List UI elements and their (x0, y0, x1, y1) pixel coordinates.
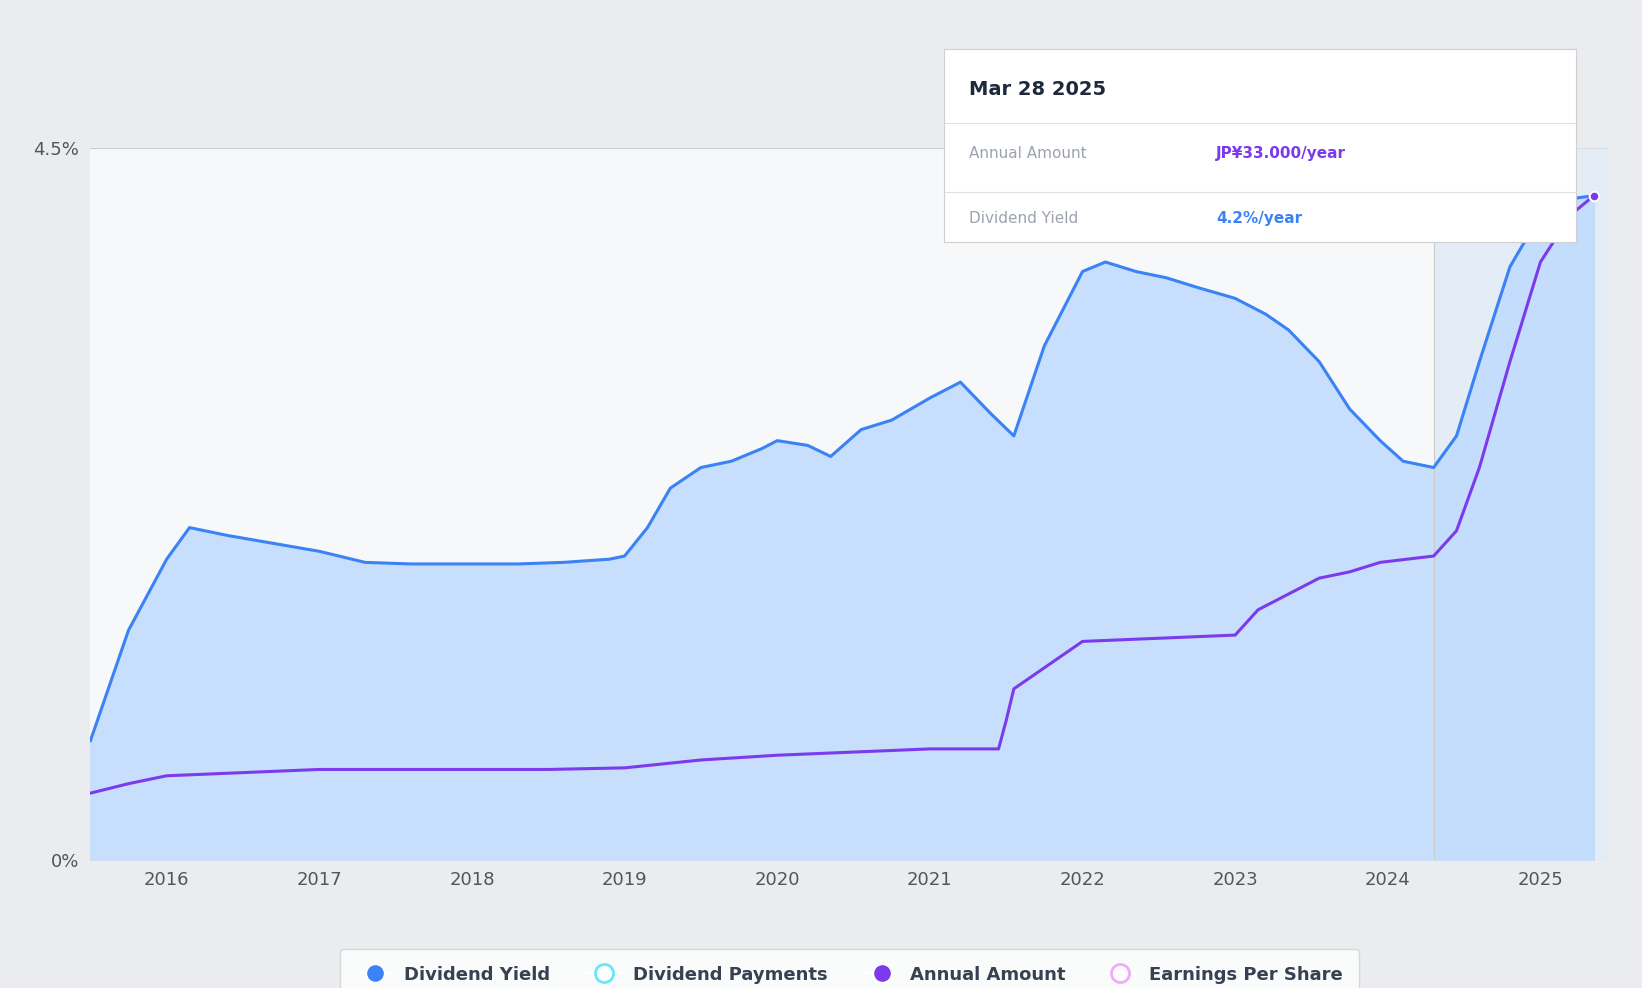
Text: Mar 28 2025: Mar 28 2025 (969, 80, 1107, 99)
FancyBboxPatch shape (1433, 148, 1609, 860)
Text: 4.2%/year: 4.2%/year (1217, 211, 1302, 226)
Text: Dividend Yield: Dividend Yield (969, 211, 1079, 226)
FancyBboxPatch shape (90, 148, 1609, 860)
Text: Annual Amount: Annual Amount (969, 146, 1087, 161)
Text: Past: Past (1442, 159, 1476, 177)
Text: JP¥33.000/year: JP¥33.000/year (1217, 146, 1346, 161)
Legend: Dividend Yield, Dividend Payments, Annual Amount, Earnings Per Share: Dividend Yield, Dividend Payments, Annua… (340, 949, 1360, 988)
